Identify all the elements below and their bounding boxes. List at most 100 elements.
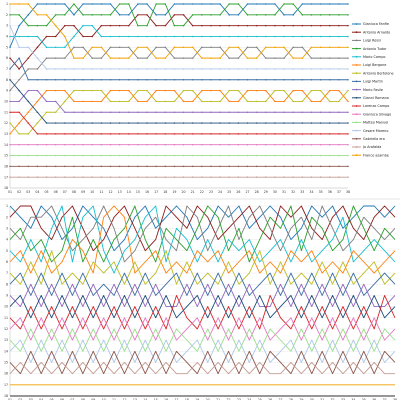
data-point: [18, 154, 20, 157]
data-point: [237, 24, 240, 27]
data-point: [45, 24, 48, 27]
data-point: [274, 35, 276, 38]
data-point: [292, 122, 294, 124]
data-point: [91, 143, 93, 146]
data-point: [27, 122, 30, 124]
data-point: [137, 79, 139, 81]
data-point: [73, 46, 75, 49]
x-tick-label: 34: [351, 398, 355, 400]
top-line-chart: 1 2 3 4 5 6 7 8 9 10 11 12 13 14 15 16 17 18 01 02 03 04 05 06 0…: [0, 0, 400, 198]
legend-label: Antonio Bertolone: [363, 71, 394, 75]
data-point: [73, 35, 75, 38]
data-point: [64, 14, 66, 16]
data-point: [274, 24, 276, 27]
series-line: [9, 79, 348, 124]
x-tick-label: 20: [182, 190, 186, 194]
data-point: [228, 176, 230, 178]
x-tick-label: 08: [72, 190, 76, 194]
data-point: [191, 35, 194, 38]
data-point: [274, 3, 276, 5]
data-point: [219, 79, 221, 81]
data-point: [64, 3, 66, 5]
data-point: [128, 143, 130, 146]
data-point: [118, 100, 121, 103]
data-point: [201, 79, 203, 81]
data-point: [137, 176, 139, 178]
x-tick-label: 16: [164, 398, 168, 400]
data-point: [118, 3, 121, 5]
data-point: [319, 154, 322, 157]
data-point: [137, 68, 139, 70]
legend-marker: [355, 31, 358, 34]
data-point: [328, 100, 331, 103]
data-point: [191, 14, 194, 16]
x-tick-label: 05: [50, 398, 54, 400]
x-tick-label: 19: [195, 398, 199, 400]
x-tick-label: 33: [300, 190, 304, 194]
data-point: [100, 154, 103, 157]
y-tick-label: 16: [4, 164, 8, 168]
x-tick-label: 26: [236, 190, 240, 194]
data-point: [128, 165, 130, 168]
data-point: [301, 176, 304, 178]
data-point: [173, 143, 176, 146]
data-point: [27, 24, 30, 27]
data-point: [246, 46, 249, 49]
data-point: [246, 143, 249, 146]
legend-marker: [355, 80, 358, 83]
data-point: [173, 122, 176, 124]
y-tick-label: 17: [4, 383, 8, 387]
data-point: [100, 79, 103, 81]
data-point: [182, 46, 185, 49]
data-point: [228, 57, 230, 59]
data-point: [328, 46, 331, 49]
series-line: [9, 350, 396, 375]
series-line: [9, 317, 396, 341]
series-line: [9, 250, 396, 285]
data-point: [237, 14, 240, 16]
data-point: [237, 143, 240, 146]
y-tick-label: 8: [6, 282, 8, 286]
data-point: [54, 68, 57, 70]
data-point: [27, 89, 30, 92]
data-point: [328, 122, 331, 124]
data-point: [100, 100, 103, 103]
data-point: [328, 176, 331, 178]
series-line: [10, 111, 348, 135]
data-point: [45, 176, 48, 178]
data-point: [45, 79, 48, 81]
legend-marker: [355, 72, 358, 75]
data-point: [210, 68, 212, 70]
x-tick-label: 20: [206, 398, 210, 400]
data-point: [82, 14, 84, 16]
x-tick-label: 27: [279, 398, 283, 400]
data-point: [118, 154, 121, 157]
data-point: [155, 68, 157, 70]
y-tick-label: 12: [4, 327, 8, 331]
data-point: [27, 14, 30, 16]
data-point: [255, 176, 258, 178]
data-point: [82, 89, 84, 92]
data-point: [210, 14, 212, 16]
data-point: [182, 165, 185, 168]
x-tick-label: 17: [174, 398, 178, 400]
data-point: [228, 154, 230, 157]
data-point: [54, 143, 57, 146]
data-point: [338, 122, 340, 124]
data-point: [54, 100, 57, 103]
data-point: [137, 111, 139, 113]
data-point: [265, 165, 267, 168]
data-point: [36, 154, 39, 157]
data-point: [310, 143, 313, 146]
data-point: [283, 165, 285, 168]
data-point: [338, 3, 340, 5]
data-point: [27, 35, 30, 38]
data-point: [118, 24, 121, 27]
legend-marker: [355, 96, 358, 99]
data-point: [118, 111, 121, 113]
data-point: [292, 133, 294, 135]
data-point: [182, 68, 185, 70]
data-point: [173, 3, 176, 5]
data-point: [274, 100, 276, 103]
